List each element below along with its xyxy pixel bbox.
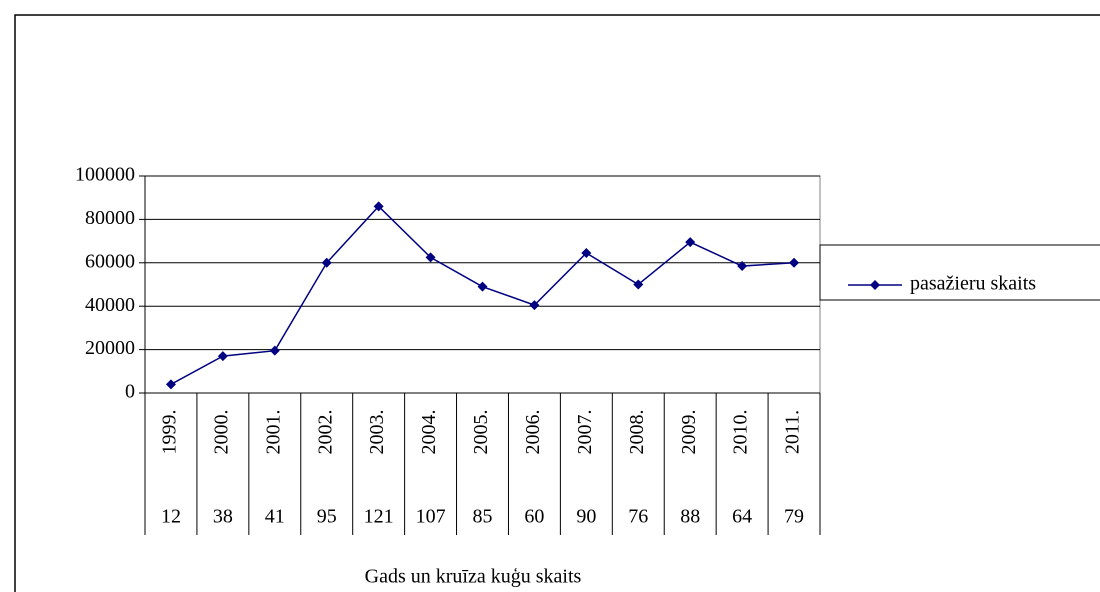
- y-tick-label: 100000: [75, 164, 135, 186]
- x-tick-label-level2: 12: [161, 506, 181, 528]
- x-tick-label: 2003.: [366, 410, 388, 455]
- x-axis-title: Gads un kruīza kuģu skaits: [365, 566, 582, 588]
- x-tick-label: 2006.: [522, 410, 544, 455]
- point-marker: [217, 351, 228, 362]
- x-tick-label-level2: 64: [732, 506, 752, 528]
- point-marker: [789, 257, 800, 268]
- x-tick-label-level2: 90: [576, 506, 596, 528]
- legend-box: [819, 244, 1100, 301]
- x-tick-label: 2011.: [782, 410, 804, 454]
- point-marker: [581, 248, 592, 259]
- x-tick-label: 2010.: [730, 410, 752, 455]
- x-tick-label-level2: 107: [416, 506, 446, 528]
- point-marker: [321, 257, 332, 268]
- y-tick-label: 80000: [85, 207, 135, 229]
- x-tick-label: 2007.: [574, 410, 596, 455]
- x-tick-label-level2: 76: [628, 506, 648, 528]
- x-tick-label: 1999.: [159, 410, 181, 455]
- legend-marker: [870, 280, 880, 290]
- point-marker: [529, 300, 540, 311]
- y-tick-label: 40000: [85, 294, 135, 316]
- x-tick-label: 2005.: [470, 410, 492, 455]
- y-tick-label: 20000: [85, 337, 135, 359]
- x-tick-label: 2009.: [678, 410, 700, 455]
- y-tick-label: 60000: [85, 250, 135, 272]
- point-marker: [477, 281, 488, 292]
- x-tick-label-level2: 121: [364, 506, 394, 528]
- x-tick-label: 2000.: [210, 410, 232, 455]
- point-marker: [425, 252, 436, 263]
- x-tick-label-level2: 79: [784, 506, 804, 528]
- x-tick-label-level2: 38: [213, 506, 233, 528]
- x-tick-label-level2: 85: [473, 506, 493, 528]
- point-marker: [685, 237, 696, 248]
- x-tick-label-level2: 88: [680, 506, 700, 528]
- x-tick-label: 2002.: [314, 410, 336, 455]
- x-tick-label: 2001.: [262, 410, 284, 455]
- point-marker: [165, 379, 176, 390]
- point-marker: [373, 201, 384, 212]
- x-tick-label-level2: 41: [265, 506, 285, 528]
- x-tick-label: 2004.: [418, 410, 440, 455]
- legend-label: pasažieru skaits: [910, 273, 1036, 295]
- x-tick-label-level2: 95: [317, 506, 337, 528]
- point-marker: [269, 345, 280, 356]
- x-tick-label-level2: 60: [524, 506, 544, 528]
- point-marker: [737, 261, 748, 272]
- point-marker: [633, 279, 644, 290]
- y-tick-label: 0: [125, 381, 135, 403]
- x-tick-label: 2008.: [626, 410, 648, 455]
